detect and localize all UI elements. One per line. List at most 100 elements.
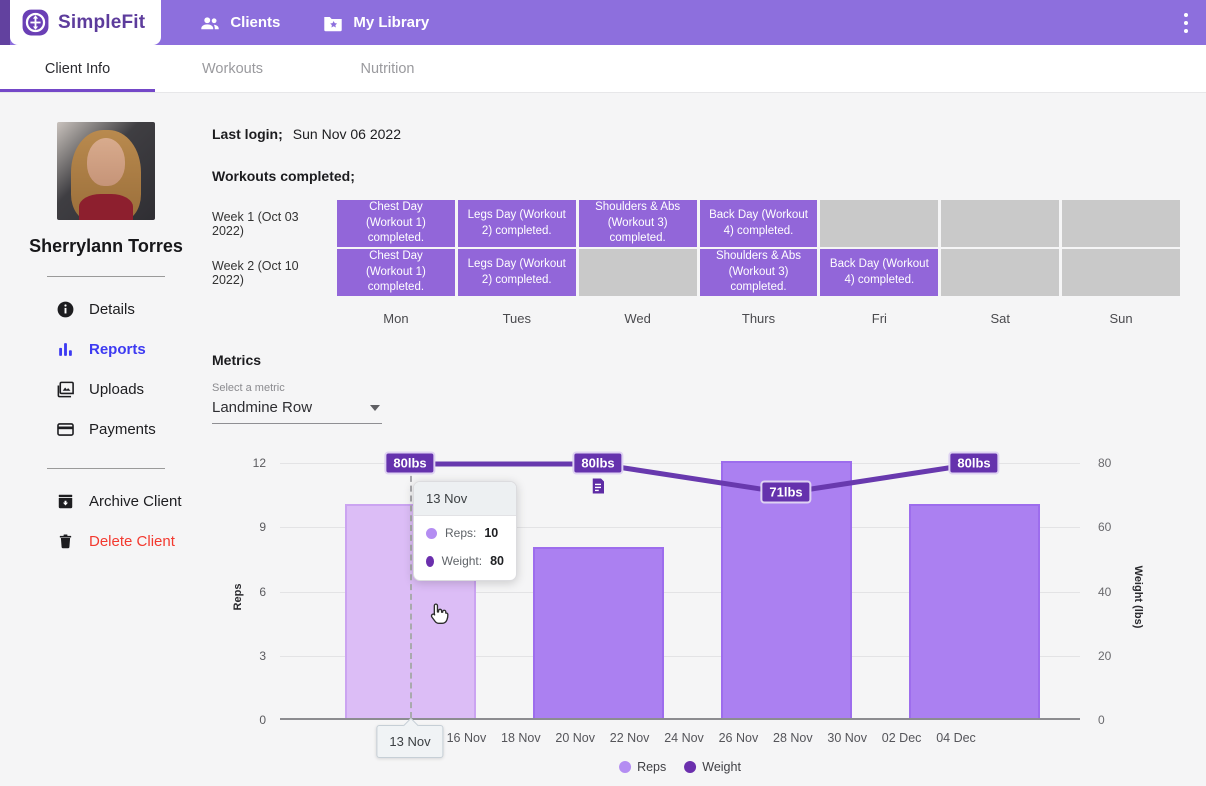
hover-guide-line xyxy=(410,466,412,718)
tooltip-row-weight: Weight: 80 xyxy=(414,544,516,580)
sidebar-item-label: Uploads xyxy=(89,380,145,398)
x-tick: 22 Nov xyxy=(609,731,650,745)
gridline xyxy=(280,591,1080,593)
y-axis-label-left: Reps xyxy=(232,583,244,610)
nav-clients-label: Clients xyxy=(230,14,281,31)
sidebar-item-label: Payments xyxy=(89,420,156,438)
last-login-line: Last login; Sun Nov 06 2022 xyxy=(212,126,1180,142)
reps-bar[interactable] xyxy=(908,503,1040,718)
day-header: Thurs xyxy=(741,311,776,326)
day-header-spacer xyxy=(212,298,334,326)
overflow-menu-icon[interactable] xyxy=(1176,0,1196,45)
sidebar-divider xyxy=(47,468,165,469)
weight-value-badge: 71lbs xyxy=(760,480,812,504)
workout-cell-empty xyxy=(578,249,697,296)
workout-cell-completed: Legs Day (Workout 2) completed. xyxy=(457,200,576,247)
x-tick: 16 Nov xyxy=(446,731,487,745)
workout-cell-completed: Chest Day (Workout 1) completed. xyxy=(337,249,455,296)
metric-select-value: Landmine Row xyxy=(212,399,313,416)
metric-chart: Reps Weight (lbs) 13 Nov Reps: 10 Weight… xyxy=(212,448,1180,778)
nav-my-library[interactable]: My Library xyxy=(322,12,429,34)
metric-select[interactable]: Landmine Row xyxy=(212,394,382,424)
metrics-section: Metrics Select a metric Landmine Row xyxy=(212,352,1180,424)
x-tick: 24 Nov xyxy=(664,731,704,745)
gridline xyxy=(280,463,1080,464)
weight-value-badge: 80lbs xyxy=(948,451,1000,475)
weight-line xyxy=(410,461,975,496)
workout-cell-completed: Legs Day (Workout 2) completed. xyxy=(457,249,576,296)
sidebar-item-details[interactable]: Details xyxy=(0,289,212,329)
day-header: Fri xyxy=(871,311,887,326)
client-info-panel: Last login; Sun Nov 06 2022 Workouts comp… xyxy=(212,93,1206,786)
client-tabs: Client Info Workouts Nutrition xyxy=(0,45,1206,93)
x-tick: 26 Nov xyxy=(718,731,759,745)
metric-select-label: Select a metric xyxy=(212,382,285,394)
nav-clients[interactable]: Clients xyxy=(199,12,280,34)
reps-bar[interactable] xyxy=(720,461,852,718)
y-tick-left: 9 xyxy=(259,520,266,535)
legend-item-reps[interactable]: Reps xyxy=(619,760,666,774)
last-login-value: Sun Nov 06 2022 xyxy=(292,126,401,142)
y-tick-right: 80 xyxy=(1098,456,1112,470)
tooltip-row-reps: Reps: 10 xyxy=(414,516,516,544)
trash-icon xyxy=(55,531,75,551)
bar-chart-icon xyxy=(55,339,75,359)
sidebar-item-payments[interactable]: Payments xyxy=(0,409,212,449)
client-sidebar: Sherrylann Torres Details Reports Upload… xyxy=(0,93,212,786)
tab-nutrition[interactable]: Nutrition xyxy=(360,60,415,77)
sidebar-divider xyxy=(47,276,165,277)
weight-dot-icon xyxy=(684,761,697,773)
workout-cell-completed: Back Day (Workout 4) completed. xyxy=(699,200,818,247)
day-header: Sat xyxy=(990,311,1010,326)
tooltip-title: 13 Nov xyxy=(414,482,516,516)
day-header: Wed xyxy=(624,311,651,326)
x-tick: 18 Nov xyxy=(500,731,541,745)
app-logo[interactable]: SimpleFit xyxy=(10,0,162,45)
clients-people-icon xyxy=(199,12,221,34)
simplefit-logo-icon xyxy=(22,9,49,36)
tab-workouts[interactable]: Workouts xyxy=(202,60,263,77)
nav-my-library-label: My Library xyxy=(353,14,430,31)
workout-cell-empty xyxy=(1062,200,1180,247)
weight-value-badge: 80lbs xyxy=(384,451,436,475)
gridline xyxy=(280,527,1080,529)
chart-tooltip: 13 Nov Reps: 10 Weight: 80 xyxy=(413,481,517,581)
workout-cell-empty xyxy=(941,200,1060,247)
tab-client-info[interactable]: Client Info xyxy=(0,45,155,92)
legend-item-weight[interactable]: Weight xyxy=(684,760,741,774)
y-tick-left: 6 xyxy=(259,584,266,599)
plot-area: Reps Weight (lbs) 13 Nov Reps: 10 Weight… xyxy=(232,451,1144,774)
workout-cell-empty xyxy=(820,200,939,247)
sidebar-action-delete-client[interactable]: Delete Client xyxy=(0,521,212,561)
weight-dot-icon xyxy=(426,555,434,567)
week-row-label: Week 1 (Oct 03 2022) xyxy=(212,209,299,238)
x-tick: 04 Dec xyxy=(936,731,976,745)
y-tick-right: 60 xyxy=(1098,520,1112,535)
sidebar-item-label: Archive Client xyxy=(89,492,182,510)
gridline xyxy=(280,655,1080,657)
x-tick: 02 Dec xyxy=(881,731,922,745)
y-tick-left: 12 xyxy=(252,456,266,470)
sidebar-item-label: Delete Client xyxy=(89,532,175,550)
workout-cell-empty xyxy=(1062,249,1180,296)
sidebar-item-uploads[interactable]: Uploads xyxy=(0,369,212,409)
chart-legend: Reps Weight xyxy=(619,760,741,774)
sidebar-action-archive-client[interactable]: Archive Client xyxy=(0,481,212,521)
mouse-cursor-pointer xyxy=(426,601,451,633)
sidebar-item-label: Reports xyxy=(89,340,146,358)
selected-x-tick[interactable]: 13 Nov xyxy=(376,725,444,758)
sidebar-item-reports[interactable]: Reports xyxy=(0,329,212,369)
y-tick-right: 40 xyxy=(1098,584,1112,599)
credit-card-icon xyxy=(55,419,75,439)
last-login-label: Last login; xyxy=(212,126,283,142)
info-icon xyxy=(55,299,75,319)
day-header: Tues xyxy=(502,311,531,326)
reps-bar[interactable] xyxy=(532,546,664,718)
y-tick-right: 20 xyxy=(1098,648,1112,663)
workout-cell-completed: Back Day (Workout 4) completed. xyxy=(820,249,939,296)
library-folder-star-icon xyxy=(322,12,344,34)
chevron-down-icon xyxy=(370,404,380,411)
x-tick: 28 Nov xyxy=(772,731,813,745)
note-document-icon[interactable] xyxy=(589,476,607,501)
app-bar: SimpleFit Clients My Library xyxy=(0,0,1206,45)
